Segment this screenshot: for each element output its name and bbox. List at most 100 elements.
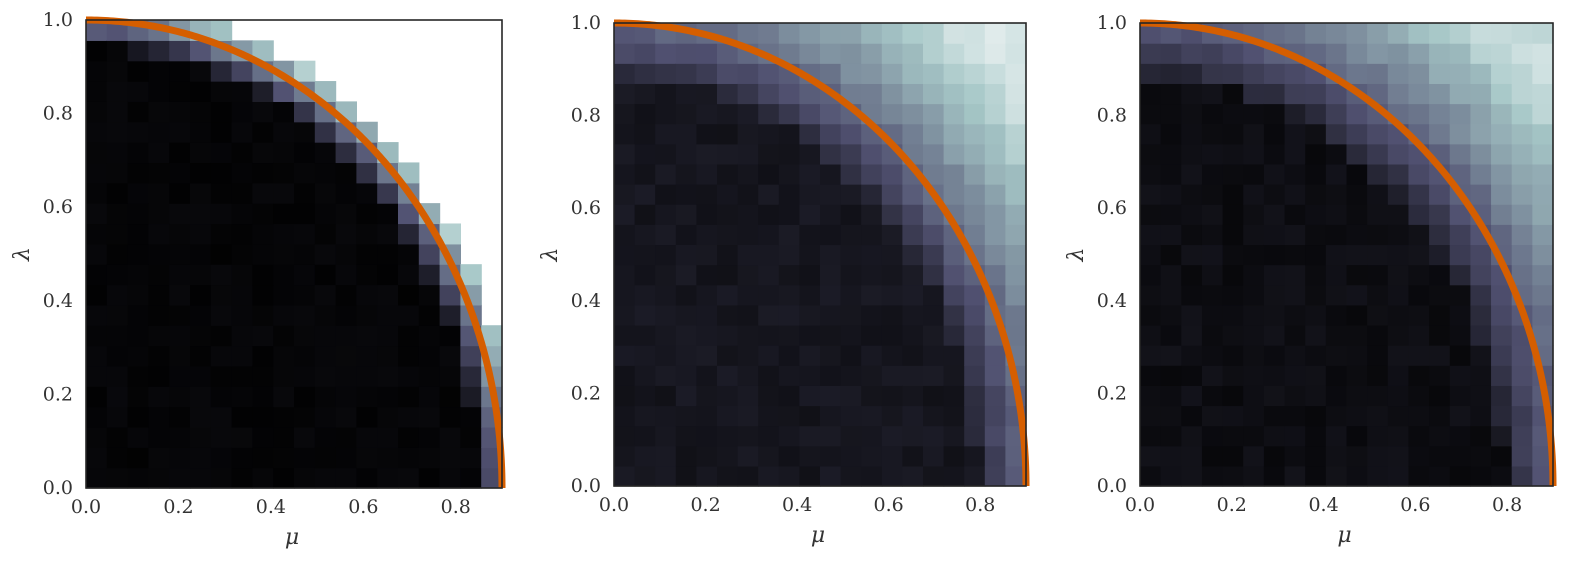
heatmap-cell [758,264,780,286]
heatmap-cell [1263,405,1286,427]
heatmap-cell [1284,163,1306,185]
heatmap-cell [460,426,482,448]
heatmap-cell [984,163,1006,185]
heatmap-cell [881,83,903,105]
heatmap-cell [696,184,718,205]
heatmap-cell [984,365,1006,386]
heatmap-cell [231,365,253,387]
y-tick-label: 0.6 [1097,197,1127,219]
heatmap-cell [190,81,212,102]
heatmap-cell [1346,264,1368,286]
heatmap-cell [294,365,316,387]
heatmap-cell [231,386,253,408]
heatmap-cell [1284,23,1306,44]
heatmap-cell [696,244,718,266]
heatmap-cell [614,385,636,407]
heatmap-cell [1263,224,1286,246]
heatmap-cell [86,467,108,489]
heatmap-cell [964,385,986,407]
heatmap-cell [737,365,759,386]
heatmap-cell [418,264,441,286]
heatmap-cell [231,264,253,286]
heatmap-cell [1181,345,1203,366]
heatmap-cell [252,467,274,489]
heatmap-cell [169,81,191,102]
heatmap-cell [335,284,357,306]
heatmap-cell [799,324,821,346]
heatmap-cell [1222,43,1244,64]
heatmap-cell [314,121,337,143]
heatmap-cell [964,184,986,205]
heatmap-cell [696,163,718,185]
heatmap-cell [398,406,420,428]
heatmap-cell [984,123,1006,145]
heatmap-cell [1181,324,1203,346]
heatmap-cell [614,143,636,165]
heatmap-cell [984,264,1006,286]
heatmap-cell [273,284,295,306]
heatmap-cell [634,204,656,225]
heatmap-cell [1408,304,1430,326]
heatmap-cell [758,204,780,225]
heatmap-cell [86,60,108,82]
heatmap-cell [335,223,357,245]
heatmap-cell [127,223,149,245]
heatmap-cell [1346,143,1368,165]
heatmap-cell [1305,163,1327,185]
heatmap-cell [1181,224,1203,246]
heatmap-cell [1243,163,1265,185]
heatmap-cell [984,184,1006,205]
heatmap-cell [1470,405,1492,427]
heatmap-cell [1511,204,1533,225]
heatmap-cell [1243,83,1265,105]
heatmap-cell [127,426,149,448]
heatmap-cell [696,83,718,105]
heatmap-cell [418,345,441,367]
heatmap-cell [655,465,677,487]
heatmap-cell [655,204,677,225]
heatmap-cell [1201,385,1224,407]
heatmap-cell [86,325,108,347]
heatmap-cell [148,345,170,367]
heatmap-cell [294,101,316,123]
x-tick-label: 0.0 [599,494,629,516]
x-tick-label: 0.0 [71,496,101,518]
heatmap-cell [190,40,212,62]
heatmap-cell [655,264,677,286]
heatmap-cell [335,365,357,387]
heatmap-cell [1305,143,1327,165]
panel-2: 0.0 0.2 0.4 0.6 0.8 0.0 0.2 0.4 0.6 0.8 1.0 μ λ [538,12,1030,548]
heatmap-cell [964,204,986,225]
heatmap-cell [1140,83,1162,105]
heatmap-cell [737,264,759,286]
heatmap-cell [460,386,482,408]
heatmap-cell [634,264,656,286]
heatmap-cell [737,284,759,306]
heatmap-cell [398,345,420,367]
y-tick-label: 0.4 [43,290,73,312]
heatmap-cells [1140,23,1554,487]
heatmap-cell [1243,244,1265,266]
heatmap-cell [273,162,295,184]
heatmap-cell [273,142,295,164]
heatmap-cell [675,425,697,447]
heatmap-cell [418,365,441,387]
heatmap-cell [148,284,170,306]
heatmap-cell [1532,224,1554,246]
heatmap-cell [861,163,883,185]
heatmap-cell [1222,304,1244,326]
heatmap-cell [356,243,378,265]
heatmap-cell [1263,264,1286,286]
heatmap-cell [439,386,461,408]
heatmap-cell [1160,224,1182,246]
heatmap-cell [902,465,924,487]
heatmap-cell [717,284,739,306]
heatmap-cell [1243,445,1265,467]
heatmap-cell [273,182,295,204]
axes-frame [613,22,1027,487]
heatmap-cell [1305,184,1327,205]
heatmap-cell [634,244,656,266]
heatmap-cell [252,142,274,164]
heatmap-cell [86,20,108,41]
heatmap-cell [737,163,759,185]
